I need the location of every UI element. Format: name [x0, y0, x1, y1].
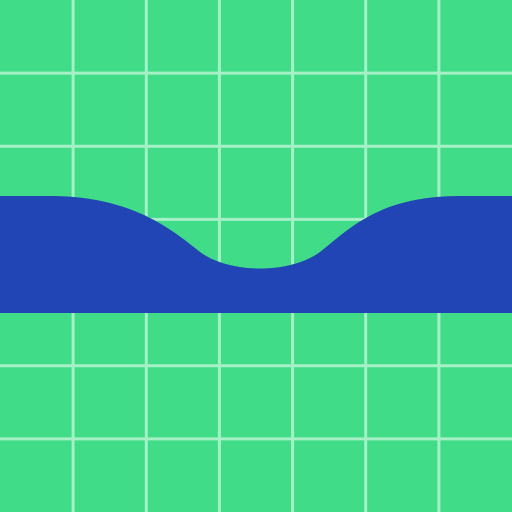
blue-wave-band — [0, 196, 512, 313]
